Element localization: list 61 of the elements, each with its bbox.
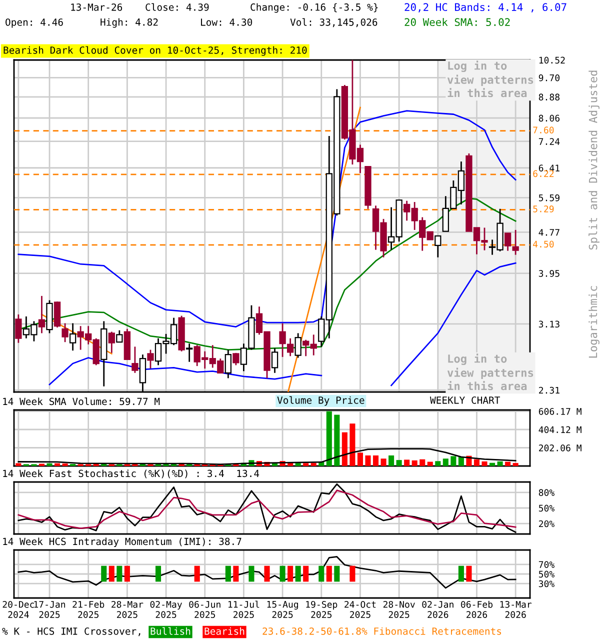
chart-title: 14 Week HCS Intraday Momentum (IMI): 38.7	[3, 538, 242, 547]
text: 20 Week SMA: 5.02	[404, 18, 510, 26]
text: WEEKLY CHART	[430, 396, 500, 404]
y-tick-label: 30%	[538, 580, 554, 588]
text: Logarithmic	[588, 286, 600, 358]
text: Low: 4.30	[201, 18, 252, 26]
x-tick-label: 11-Jul 2025	[228, 600, 260, 618]
text: Split and Dividend Adjusted	[588, 70, 600, 250]
y-tick-label: 70%	[538, 561, 554, 568]
y-tick-label: 5.59	[538, 194, 560, 202]
y-tick-label: 4.77	[538, 229, 560, 236]
x-tick-label: 06-Feb 2026	[461, 600, 493, 618]
x-tick-label: 28-Nov 2025	[383, 600, 415, 618]
y-tick-label: 20%	[539, 520, 554, 528]
y-tick-label: 404.12 M	[538, 426, 582, 434]
text: Open: 4.46	[6, 18, 63, 28]
y-tick-label: 6.41	[538, 164, 560, 172]
y-tick-label: 9.70	[538, 74, 560, 82]
x-tick-label: 15-Aug 2025	[267, 601, 298, 618]
x-tick-label: 21-Feb 2025	[72, 600, 104, 618]
text: 13-Mar-26	[71, 3, 122, 11]
text: High: 4.82	[100, 18, 158, 28]
y-tick-label: 50%	[538, 570, 554, 578]
ref-line-label: 6.22	[533, 170, 554, 178]
x-tick-label: 24-Oct 2025	[344, 600, 376, 618]
annotation: Log in to view patterns in this area	[447, 354, 534, 390]
y-tick-label: 2.31	[539, 386, 560, 394]
y-tick-label: 50%	[538, 504, 554, 512]
y-tick-label: 3.95	[538, 270, 560, 277]
y-tick-label: 3.13	[538, 320, 560, 328]
x-tick-label: 06-Jun 2025	[189, 600, 220, 618]
x-tick-label: 02-May 2025	[150, 600, 182, 618]
x-tick-label: 28-Mar 2025	[112, 600, 144, 618]
chart-title: 14 Week Fast Stochastic (%K)(%D) : 3.4 13.4	[3, 470, 260, 478]
x-tick-label: 20-Dec 2024	[2, 600, 34, 618]
x-tick-label: 13-Mar 2026	[500, 600, 532, 618]
text: 20,2 HC Bands: 4.14 , 6.07	[404, 2, 566, 12]
text: Bullish	[150, 627, 190, 635]
text: Change: -0.16 {-3.5 %}	[250, 3, 378, 13]
ref-line-label: 7.60	[533, 126, 554, 134]
text: Bearish	[204, 627, 244, 635]
text: Volume By Price	[277, 396, 364, 406]
text: 23.6-38.2-50-61.8% Fibonacci Retracements	[262, 627, 502, 635]
y-tick-label: 606.17 M	[538, 408, 582, 415]
y-tick-label: 80%	[538, 489, 554, 496]
x-tick-label: 17-Jan 2025	[34, 601, 66, 618]
chart-title: 14 Week SMA Volume: 59.77 M	[3, 398, 160, 406]
text: Vol: 33,145,026	[290, 18, 378, 28]
y-tick-label: 10.52	[539, 56, 565, 64]
y-tick-label: 8.06	[538, 114, 560, 122]
ref-line-label: 5.29	[533, 206, 554, 212]
text: Bearish Dark Cloud Cover on 10-Oct-25, Strength: 210	[4, 46, 307, 56]
y-tick-label: 7.24	[538, 138, 560, 145]
y-tick-label: 8.88	[538, 94, 560, 100]
x-tick-label: 02-Jan 2026	[422, 600, 454, 618]
x-tick-label: 19-Sep 2025	[306, 600, 338, 618]
y-tick-label: 202.06 M	[539, 444, 582, 452]
annotation: Log in to view patterns in this area	[447, 60, 534, 98]
text: Close: 4.39	[146, 3, 209, 11]
ref-line-label: 4.50	[533, 240, 554, 248]
text: % K - HCS IMI Crossover,	[2, 627, 140, 636]
